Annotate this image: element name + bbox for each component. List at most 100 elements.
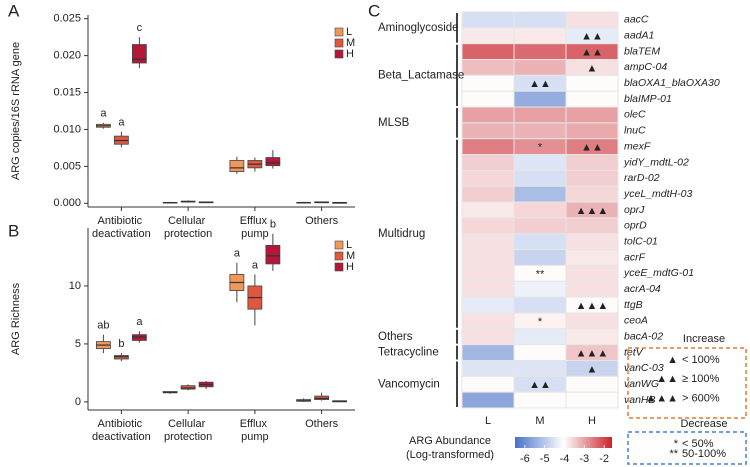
heatmap-cell bbox=[461, 233, 515, 251]
colorbar-tick-label: -2 bbox=[599, 453, 609, 465]
gene-label: blaOXA1_blaOXA30 bbox=[624, 77, 720, 89]
significance-letter: b bbox=[118, 338, 124, 350]
cell-symbol: ▲▲ bbox=[529, 379, 551, 391]
legend-label: M bbox=[346, 250, 355, 262]
x-tick-label: Others bbox=[305, 215, 339, 227]
x-tick-label: Efflux pump bbox=[240, 215, 270, 240]
legend-label: ≥ 100% bbox=[682, 373, 719, 385]
gene-label: aadA1 bbox=[624, 30, 654, 42]
y-tick-label: 0.015 bbox=[53, 86, 81, 98]
heatmap-cell bbox=[513, 27, 567, 45]
gene-label: yidY_mdtL-02 bbox=[623, 156, 689, 168]
cell-symbol: ▲▲▲ bbox=[576, 205, 609, 217]
heatmap-cell bbox=[461, 312, 515, 330]
heatmap-cell bbox=[565, 74, 619, 92]
heatmap-cell bbox=[513, 391, 567, 409]
legend-label: > 600% bbox=[682, 393, 720, 405]
significance-letter: ab bbox=[97, 320, 109, 332]
heatmap-cell bbox=[565, 391, 619, 409]
gene-label: mexF bbox=[624, 140, 651, 152]
y-tick-label: 0.010 bbox=[53, 123, 81, 135]
heatmap-cell bbox=[513, 217, 567, 235]
y-tick-label: 5 bbox=[75, 338, 81, 350]
gene-label: ttgB bbox=[624, 299, 643, 311]
gene-label: oprJ bbox=[624, 204, 645, 216]
cell-symbol: ▲▲ bbox=[581, 142, 603, 154]
significance-letter: b bbox=[270, 219, 276, 231]
y-axis-label: ARG copies/16S rRNA gene bbox=[10, 42, 22, 180]
gene-label: tetV bbox=[624, 346, 644, 358]
legend-label: 50-100% bbox=[682, 448, 726, 460]
heatmap-cell bbox=[565, 312, 619, 330]
legend-symbol: * bbox=[674, 438, 679, 450]
legend-symbol: ** bbox=[669, 448, 678, 460]
gene-label: vanC-03 bbox=[624, 362, 664, 374]
heatmap-cell bbox=[513, 90, 567, 108]
colorbar-tick-label: -6 bbox=[520, 453, 530, 465]
box bbox=[265, 157, 281, 167]
group-label: MLSB bbox=[378, 117, 410, 129]
heatmap-cell bbox=[461, 74, 515, 92]
legend-label: M bbox=[346, 37, 355, 49]
heatmap-cell bbox=[461, 328, 515, 346]
heatmap-cell bbox=[565, 106, 619, 124]
panel-label: A bbox=[8, 1, 20, 20]
y-tick-label: 0.005 bbox=[53, 160, 81, 172]
group-label: Others bbox=[378, 331, 413, 343]
heatmap-cell bbox=[513, 106, 567, 124]
gene-label: acrF bbox=[624, 251, 646, 263]
heatmap-cell bbox=[461, 391, 515, 409]
gene-label: oprD bbox=[624, 220, 647, 232]
heatmap-cell bbox=[461, 217, 515, 235]
heatmap-cell bbox=[513, 359, 567, 377]
heatmap-cell bbox=[461, 359, 515, 377]
heatmap-cell bbox=[565, 185, 619, 203]
legend-swatch bbox=[334, 38, 344, 48]
significance-letter: c bbox=[137, 22, 143, 34]
colorbar-tick-label: -5 bbox=[540, 453, 550, 465]
heatmap-cell bbox=[513, 185, 567, 203]
legend-title: Decrease bbox=[680, 418, 727, 430]
colorbar-title: (Log-transformed) bbox=[406, 449, 494, 461]
heatmap-cell bbox=[461, 27, 515, 45]
heatmap-cell bbox=[461, 43, 515, 61]
heatmap-cell bbox=[513, 154, 567, 171]
heatmap-cell bbox=[513, 328, 567, 346]
heatmap-cell bbox=[513, 280, 567, 298]
group-label: Beta_Lactamase bbox=[378, 69, 464, 81]
gene-label: yceE_mdtG-01 bbox=[623, 267, 694, 279]
legend-label: < 100% bbox=[682, 354, 720, 366]
group-label: Vancomycin bbox=[378, 378, 440, 390]
x-tick-label: Antibiotic deactivation bbox=[92, 215, 151, 240]
y-tick-label: 10 bbox=[69, 280, 81, 292]
heatmap-cell bbox=[565, 375, 619, 393]
group-label: Tetracycline bbox=[378, 347, 439, 359]
column-label: L bbox=[485, 415, 491, 427]
box bbox=[131, 44, 147, 64]
heatmap-cell bbox=[513, 169, 567, 187]
colorbar-title: ARG Abundance bbox=[409, 435, 491, 447]
heatmap-cell bbox=[461, 106, 515, 124]
gene-label: lnuC bbox=[624, 125, 646, 137]
heatmap-cell bbox=[461, 264, 515, 282]
heatmap-cell bbox=[461, 249, 515, 266]
heatmap-cell bbox=[461, 375, 515, 393]
heatmap-cell bbox=[461, 138, 515, 156]
heatmap-cell bbox=[461, 90, 515, 108]
x-tick-label: Cellular protection bbox=[164, 215, 212, 240]
gene-label: bacA-02 bbox=[624, 331, 663, 343]
legend-symbol: ▲▲▲ bbox=[645, 393, 678, 405]
cell-symbol: ▲▲▲ bbox=[576, 347, 609, 359]
gene-label: blaIMP-01 bbox=[624, 93, 672, 105]
legend-label: L bbox=[346, 26, 352, 38]
heatmap-cell bbox=[513, 122, 567, 140]
group-label: Aminoglycoside bbox=[378, 22, 459, 34]
heatmap-cell bbox=[565, 249, 619, 266]
gene-label: vanWG bbox=[624, 378, 659, 390]
cell-symbol: ▲▲ bbox=[581, 47, 603, 59]
significance-letter: a bbox=[136, 316, 143, 328]
legend-title: Increase bbox=[683, 333, 725, 345]
heatmap-cell bbox=[513, 59, 567, 76]
gene-label: oleC bbox=[624, 109, 646, 121]
